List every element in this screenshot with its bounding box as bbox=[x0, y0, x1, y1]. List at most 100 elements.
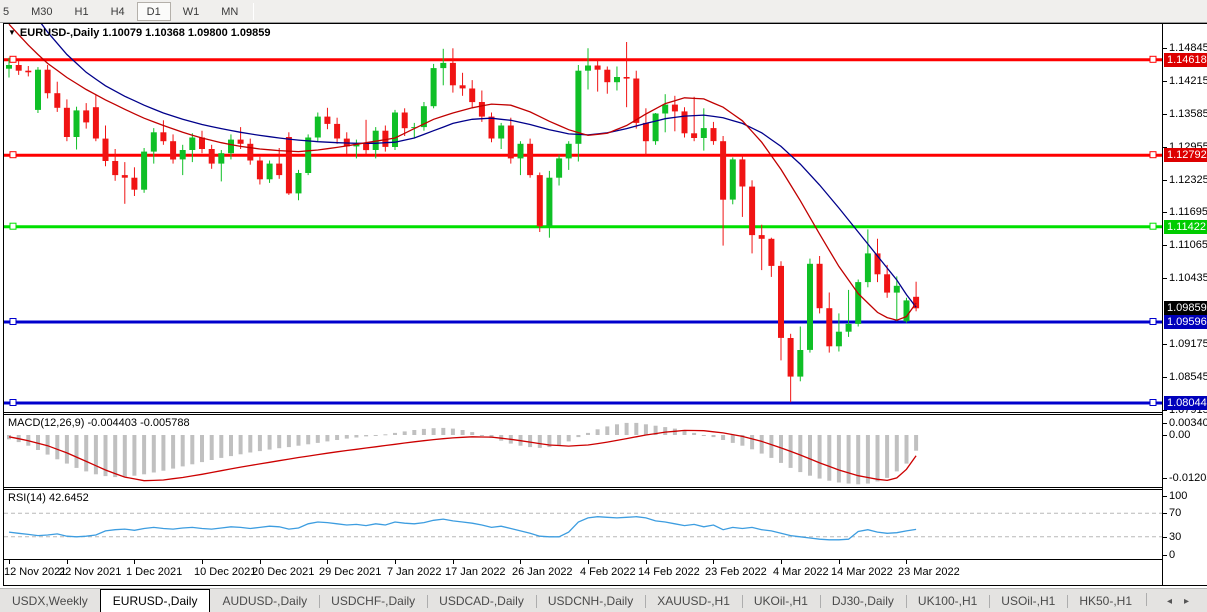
chart-window: ▼ EURUSD-,Daily 1.10079 1.10368 1.09800 1.098… bbox=[3, 23, 1207, 586]
candle-body bbox=[739, 159, 746, 187]
date-axis[interactable]: 12 Nov 2021 22 Nov 2021 1 Dec 2021 10 Dec 2… bbox=[4, 559, 1162, 585]
line-handle[interactable] bbox=[9, 55, 17, 63]
macd-histogram-bar bbox=[595, 429, 600, 435]
macd-histogram-bar bbox=[431, 428, 436, 435]
line-handle[interactable] bbox=[1149, 151, 1157, 159]
macd-histogram-bar bbox=[421, 428, 426, 435]
tab-dj30-daily[interactable]: DJ30-,Daily bbox=[819, 591, 906, 612]
tab-usoil-h1[interactable]: USOil-,H1 bbox=[989, 591, 1067, 612]
price-axis[interactable]: 1.14845 1.14215 1.13585 1.12955 1.12325 1.116… bbox=[1163, 24, 1207, 585]
axis-tick bbox=[1163, 344, 1167, 345]
macd-histogram-bar bbox=[836, 435, 841, 483]
macd-histogram-bar bbox=[93, 435, 98, 475]
rsi-chart[interactable] bbox=[4, 490, 1162, 559]
date-label: 26 Jan 2022 bbox=[512, 566, 573, 578]
candle-body bbox=[488, 116, 495, 139]
chart-dropdown-icon[interactable]: ▼ bbox=[8, 28, 16, 37]
timeframe-button-D1[interactable]: D1 bbox=[136, 1, 171, 21]
candle-body bbox=[35, 69, 41, 110]
price-marker-1.14618: 1.14618 bbox=[1164, 53, 1207, 67]
line-handle[interactable] bbox=[9, 318, 17, 325]
macd-histogram-bar bbox=[219, 435, 224, 458]
line-handle[interactable] bbox=[9, 151, 17, 159]
tab-uk100-h1[interactable]: UK100-,H1 bbox=[905, 591, 989, 612]
macd-histogram-bar bbox=[750, 435, 755, 450]
line-handle[interactable] bbox=[1149, 318, 1157, 325]
macd-values: -0.004403 -0.005788 bbox=[87, 417, 190, 429]
candle-body bbox=[652, 113, 659, 142]
macd-chart[interactable] bbox=[4, 415, 1162, 487]
date-label: 29 Dec 2021 bbox=[319, 566, 382, 578]
timeframe-button-M5[interactable]: 5 bbox=[3, 5, 10, 18]
timeframe-button-H4[interactable]: H4 bbox=[110, 5, 125, 18]
tab-usdx-weekly[interactable]: USDX,Weekly bbox=[12, 594, 88, 608]
date-label: 22 Nov 2021 bbox=[59, 566, 122, 578]
tab-eurusd-daily[interactable]: EURUSD-,Daily bbox=[99, 589, 211, 612]
tab-usdcnh-daily[interactable]: USDCNH-,Daily bbox=[535, 591, 645, 612]
line-handle[interactable] bbox=[9, 399, 17, 406]
axis-tick bbox=[1163, 48, 1167, 49]
candle-body bbox=[102, 138, 109, 161]
macd-histogram-bar bbox=[364, 435, 369, 437]
macd-histogram-bar bbox=[373, 435, 378, 436]
pane-separator[interactable] bbox=[4, 412, 1162, 415]
timeframe-button-W1[interactable]: W1 bbox=[182, 5, 200, 18]
macd-histogram-bar bbox=[894, 435, 899, 472]
timeframe-button-H1[interactable]: H1 bbox=[74, 5, 89, 18]
horizontal-line-1.08044[interactable] bbox=[4, 399, 1162, 406]
candle-body bbox=[816, 263, 823, 309]
price-tick-label: 1.14215 bbox=[1169, 75, 1207, 87]
tab-scroll-right-icon[interactable]: ▸ bbox=[1184, 596, 1190, 607]
tab-usdchf-daily[interactable]: USDCHF-,Daily bbox=[319, 591, 427, 612]
tab-scroll-left-icon[interactable]: ◂ bbox=[1167, 596, 1173, 607]
main-price-pane[interactable]: ▼ EURUSD-,Daily 1.10079 1.10368 1.09800 1.098… bbox=[4, 24, 1162, 412]
date-tick bbox=[134, 560, 135, 564]
tab-xauusd-h1[interactable]: XAUUSD-,H1 bbox=[645, 591, 742, 612]
macd-histogram-bar bbox=[537, 435, 542, 448]
macd-histogram-bar bbox=[730, 435, 735, 443]
timeframe-button-MN[interactable]: MN bbox=[221, 5, 239, 18]
timeframe-button-M30[interactable]: M30 bbox=[31, 5, 53, 18]
macd-histogram-bar bbox=[875, 435, 880, 482]
axis-tick bbox=[1163, 147, 1167, 148]
horizontal-line-1.12792[interactable] bbox=[4, 151, 1162, 159]
macd-histogram-bar bbox=[653, 425, 658, 435]
line-handle[interactable] bbox=[1149, 222, 1157, 230]
line-handle[interactable] bbox=[1149, 399, 1157, 406]
line-handle[interactable] bbox=[9, 222, 17, 230]
macd-histogram-bar bbox=[55, 435, 60, 460]
horizontal-line-1.14618[interactable] bbox=[4, 55, 1162, 63]
candle-body bbox=[63, 107, 70, 137]
rsi-pane[interactable]: RSI(14) 42.6452 bbox=[4, 490, 1162, 559]
axis-tick bbox=[1163, 114, 1167, 115]
macd-histogram-bar bbox=[528, 435, 533, 448]
macd-histogram-bar bbox=[151, 435, 156, 473]
candle-body bbox=[749, 186, 756, 236]
tab-audusd-daily[interactable]: AUDUSD-,Daily bbox=[222, 594, 308, 608]
candle-body bbox=[536, 175, 543, 227]
macd-histogram-bar bbox=[865, 435, 870, 484]
pane-separator[interactable] bbox=[4, 487, 1162, 490]
chart-title: ▼ EURUSD-,Daily 1.10079 1.10368 1.09800 1.098… bbox=[8, 27, 273, 39]
candle-body bbox=[517, 143, 524, 159]
candle-body bbox=[778, 265, 784, 338]
macd-histogram-bar bbox=[171, 435, 176, 469]
macd-histogram-bar bbox=[209, 435, 214, 460]
date-tick bbox=[713, 560, 714, 564]
macd-histogram-bar bbox=[576, 435, 581, 438]
horizontal-line-1.11422[interactable] bbox=[4, 222, 1162, 230]
horizontal-line-1.09596[interactable] bbox=[4, 318, 1162, 325]
candle-body bbox=[884, 274, 891, 293]
line-handle[interactable] bbox=[1149, 55, 1157, 63]
macd-pane[interactable]: MACD(12,26,9) -0.004403 -0.005788 bbox=[4, 415, 1162, 487]
candlestick-chart[interactable] bbox=[4, 24, 1162, 412]
tab-hk50-h1[interactable]: HK50-,H1 bbox=[1067, 591, 1144, 612]
date-tick bbox=[839, 560, 840, 564]
candle-body bbox=[787, 338, 794, 377]
tab-usdcad-daily[interactable]: USDCAD-,Daily bbox=[427, 591, 536, 612]
rsi-axis-label: 70 bbox=[1169, 507, 1182, 519]
symbol-tab-bar: USDX,Weekly EURUSD-,Daily AUDUSD-,Daily USD… bbox=[0, 588, 1207, 612]
candle-body bbox=[121, 175, 128, 178]
tab-ukoil-h1[interactable]: UKOil-,H1 bbox=[741, 591, 820, 612]
macd-name: MACD(12,26,9) bbox=[8, 417, 85, 429]
